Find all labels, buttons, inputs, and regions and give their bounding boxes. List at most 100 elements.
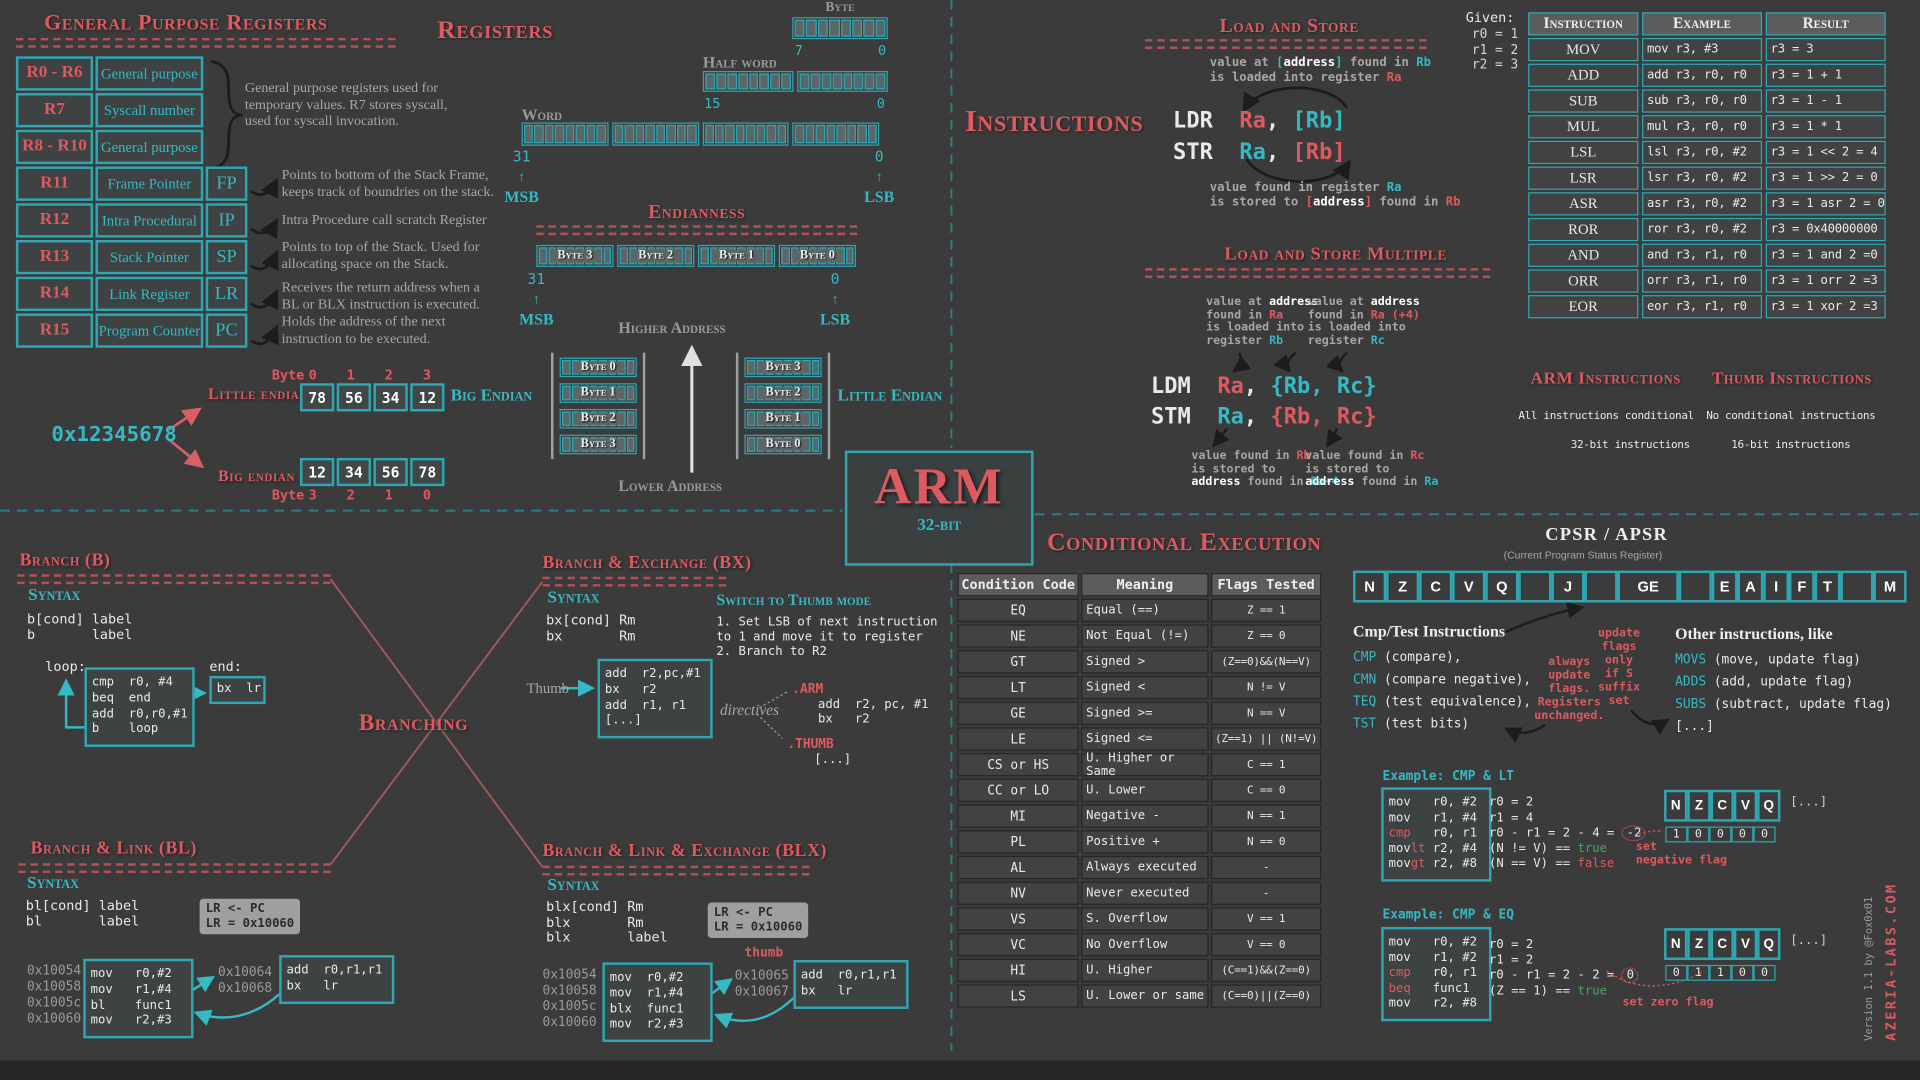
table-cell: asr r3, r0, #2: [1642, 192, 1763, 216]
cpsr-flag-cell: E: [1711, 570, 1738, 603]
register-row: R14 Link Register LR: [15, 276, 248, 312]
register-name: R13: [15, 240, 94, 275]
bit-cell: [544, 124, 554, 144]
text-segment: found in: [1342, 56, 1417, 70]
bit-cell: [817, 19, 828, 37]
cpsr-flag-cell: Z: [1386, 570, 1420, 603]
big-endian-label: Big Endian: [450, 386, 533, 406]
table-cell: r3 = 1 asr 2 = 0: [1765, 192, 1886, 216]
table-row: LT Signed < N != V: [957, 675, 1322, 700]
byte-value: 78: [410, 457, 445, 487]
text-segment: SUBS: [1675, 696, 1707, 712]
bit-cell: [777, 124, 787, 144]
table-cell: Equal (==): [1081, 598, 1209, 623]
text-segment: value at: [1209, 56, 1277, 70]
registers-title: Registers: [437, 14, 554, 45]
table-row: AL Always executed -: [957, 855, 1322, 880]
up-arrow-icon: [855, 165, 904, 187]
halfword-bits: [702, 71, 888, 92]
text-line: value at address: [1308, 295, 1420, 309]
cpsr-cell-empty: [1584, 570, 1618, 603]
given-values: r0 = 1 r1 = 2 r2 = 3: [1472, 27, 1518, 73]
text-line: ADDS (add, update flag): [1675, 671, 1892, 693]
bit-cell: [832, 73, 842, 90]
given-value: r1 = 2: [1471, 42, 1519, 57]
end-label: end:: [209, 658, 242, 675]
given-value: r0 = 1: [1471, 26, 1519, 42]
branch-b-syntax-label: Syntax: [28, 586, 81, 605]
table-row: PL Positive + N == 0: [957, 830, 1322, 854]
table-cell: and r3, r1, r0: [1642, 243, 1763, 267]
byte-box-label: Byte 0: [779, 245, 856, 267]
register-name: R14: [15, 276, 94, 312]
gpr-note-lr: Receives the return address when a BL or…: [281, 280, 480, 312]
flag-cell: N: [1664, 928, 1688, 960]
syntax-line: b[cond] label: [26, 611, 133, 627]
text-line: cmp r0, r1: [1389, 827, 1485, 842]
table-cell: LSR: [1528, 166, 1639, 190]
text-segment: address: [1191, 475, 1241, 489]
table-cell: LE: [957, 727, 1079, 751]
endianness-msb-stack: 31 MSB: [512, 271, 561, 330]
cpsr-flag-cell: V: [1452, 570, 1486, 603]
table-row: CC or LO U. Lower C == 0: [957, 778, 1322, 803]
flag-cell: Z: [1687, 928, 1711, 960]
syntax-line: bl label: [25, 912, 140, 929]
table-cell: ORR: [1528, 269, 1639, 293]
example1-title: Example: CMP & LT: [1382, 768, 1515, 784]
branch-bx-underline: [542, 576, 727, 587]
branch-bl-underline: [18, 863, 331, 874]
table-cell: LS: [957, 984, 1079, 1008]
bit-cell: [863, 19, 874, 37]
blx-func-box: add r0,r1,r1 bx lr: [793, 960, 909, 1009]
example1-results: r0 = 2 r1 = 4 r0 - r1 = 2 - 4 = -2 (N != V)…: [1489, 796, 1647, 873]
lsb-label: LSB: [820, 309, 851, 329]
bit-group: [611, 122, 699, 146]
branch-bx-title: Branch & Exchange (BX): [542, 553, 752, 574]
byte-label-text: Byte 1: [761, 412, 805, 425]
gpr-note-pc: Holds the address of the next instructio…: [281, 314, 446, 346]
bit-cell: [799, 73, 810, 90]
table-cell: r3 = 1 xor 2 =3: [1765, 295, 1886, 319]
text-segment: address: [1283, 56, 1336, 70]
other-instructions-title: Other instructions, like: [1675, 624, 1833, 643]
code-line: [...]: [814, 753, 852, 767]
bit-cell: [766, 124, 777, 144]
bit-cell: [565, 124, 575, 144]
text-line: mov r0, #2: [1389, 936, 1485, 951]
text-segment: [: [1305, 195, 1314, 210]
code-line: add r2, pc, #1: [817, 697, 929, 712]
example-value: 0x12345678: [51, 422, 177, 447]
text-segment: ]: [1335, 56, 1343, 70]
text-segment: Ra: [1239, 107, 1266, 134]
byte-label-text: Byte 0: [796, 249, 839, 263]
code-line: mov r0,#2: [90, 967, 172, 981]
text-segment: 0: [1621, 967, 1639, 984]
register-desc: Program Counter: [95, 313, 204, 348]
gpr-note-sp: Points to top of the Stack. Used for all…: [281, 240, 480, 272]
table-row: ROR ror r3, r0, #2 r3 = 0x40000000: [1528, 217, 1886, 242]
table-cell: r3 = 1 >> 2 = 0: [1765, 166, 1886, 190]
suffix-update-note: update flags only if S suffix set: [1597, 626, 1640, 708]
bit-cell: [534, 124, 544, 144]
step-line: to 1 and move it to register: [716, 630, 923, 645]
register-desc: Stack Pointer: [95, 240, 204, 275]
table-cell: No Overflow: [1081, 933, 1209, 957]
text-line: is loaded into register Ra: [1210, 71, 1431, 86]
cpsr-cell-empty: [1840, 570, 1874, 603]
syntax-line: bl[cond] label: [25, 897, 140, 914]
text-line: movgt r2, #8: [1389, 857, 1485, 872]
text-line: TST (test bits): [1353, 713, 1531, 735]
column-header: Condition Code: [957, 573, 1079, 597]
text-line: is stored to: [1191, 463, 1338, 476]
text-segment: ,: [1243, 404, 1271, 430]
text-line: register Rc: [1308, 334, 1420, 348]
bx-code-box: add r2,pc,#1 bx r2 add r1, r1 [...]: [597, 658, 713, 739]
table-cell: -: [1211, 855, 1322, 880]
bit-cell: [795, 124, 805, 144]
bit-cell: [603, 247, 612, 265]
table-row: MUL mul r3, r0, r0 r3 = 1 * 1: [1528, 115, 1886, 139]
word-lsb-stack: 0 LSB: [855, 148, 904, 207]
